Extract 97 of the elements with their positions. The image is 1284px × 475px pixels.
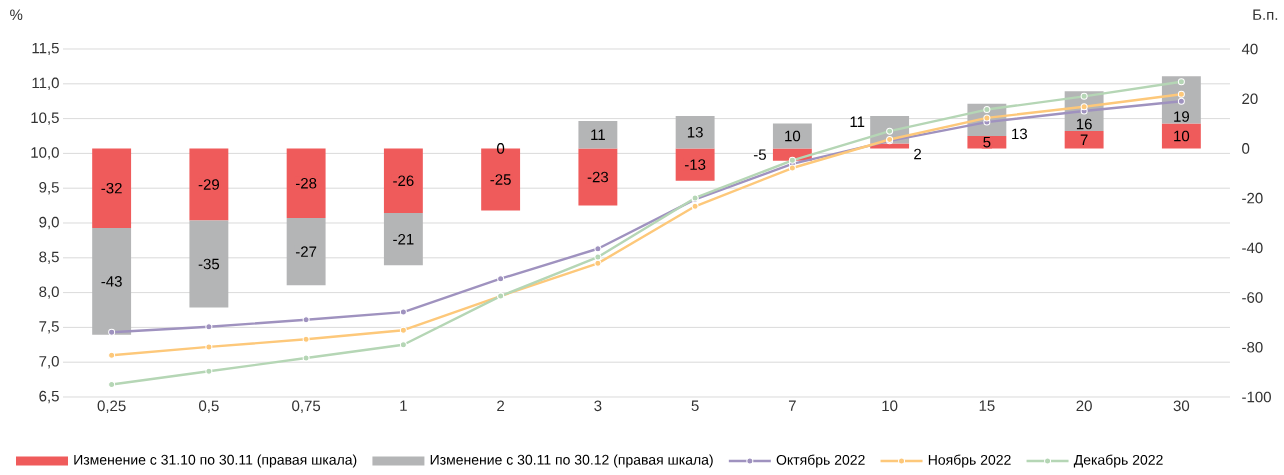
x-tick-label: 7 (788, 400, 796, 411)
data-label: -21 (393, 233, 414, 245)
data-label: 11 (591, 129, 605, 140)
y-tick-label: 9,0 (39, 216, 59, 230)
data-label: 11 (850, 116, 865, 127)
data-label: 2 (914, 148, 921, 160)
bar (383, 148, 423, 214)
x-tick-label: 0,5 (199, 400, 219, 413)
legend-label: Ноябрь 2022 (928, 454, 1011, 468)
point (983, 114, 991, 122)
bar (92, 227, 132, 335)
data-label: 5 (983, 136, 991, 148)
data-label: -29 (198, 179, 219, 190)
y2-tick-label: -20 (1242, 192, 1263, 204)
x-tick-label: 5 (691, 400, 699, 411)
y-tick-label: 6,5 (39, 390, 59, 404)
x-tick-label: 0,25 (97, 400, 126, 413)
point (594, 253, 602, 261)
data-label: 10 (785, 130, 801, 142)
y2-tick-label: -40 (1242, 242, 1263, 254)
point (108, 351, 116, 359)
data-label: -27 (295, 246, 317, 257)
y2-tick-label: -60 (1242, 292, 1263, 303)
point (788, 156, 796, 164)
point (788, 164, 796, 172)
point (983, 106, 991, 114)
bar (286, 148, 326, 219)
data-label: 13 (687, 126, 703, 138)
legend-label: Изменение с 31.10 по 30.11 (правая шкала) (74, 454, 357, 468)
y2-tick-label: -100 (1242, 391, 1271, 403)
data-label: 0 (497, 143, 505, 154)
data-label: -25 (490, 174, 511, 185)
y-tick-label: 8,5 (39, 251, 59, 264)
legend-label: Октябрь 2022 (776, 454, 865, 468)
y2-tick-label: -80 (1242, 341, 1263, 353)
legend-label: Декабрь 2022 (1073, 454, 1163, 468)
data-label: -26 (393, 175, 414, 187)
data-label: 7 (1080, 134, 1088, 145)
bar (189, 220, 229, 308)
y-tick-label: 8,0 (39, 286, 59, 299)
point (594, 259, 602, 267)
x-tick-label: 10 (882, 400, 898, 412)
x-tick-label: 20 (1076, 400, 1092, 412)
point (886, 127, 894, 135)
legend-label: Изменение с 30.11 по 30.12 (правая шкала) (430, 454, 713, 468)
point (302, 316, 310, 324)
y-tick-label: 7,5 (39, 321, 59, 334)
point (205, 343, 213, 351)
point (205, 367, 213, 375)
x-tick-label: 3 (594, 400, 602, 412)
point (302, 354, 310, 362)
data-label: -5 (753, 149, 766, 160)
point (399, 341, 407, 349)
y-axis-title: % (10, 9, 23, 21)
point (691, 202, 699, 210)
point (1177, 97, 1185, 105)
bar (383, 213, 423, 266)
y2-tick-label: 0 (1242, 143, 1250, 154)
x-tick-label: 15 (979, 400, 995, 411)
point (399, 326, 407, 334)
point (205, 323, 213, 331)
data-label: -35 (198, 258, 220, 270)
bar (578, 148, 618, 206)
data-label: -32 (101, 182, 122, 194)
bar (189, 148, 229, 221)
point (1177, 90, 1185, 98)
point (497, 275, 505, 283)
x-tick-label: 2 (497, 400, 505, 412)
x-tick-label: 1 (400, 400, 407, 411)
point (302, 335, 310, 343)
y-tick-label: 10,5 (31, 112, 59, 125)
data-label: 16 (1076, 118, 1092, 130)
data-label: -43 (101, 276, 122, 287)
data-label: 10 (1174, 130, 1190, 142)
data-label: 19 (1174, 111, 1189, 122)
y-tick-label: 11,0 (32, 77, 59, 90)
bar (92, 148, 132, 228)
y-tick-label: 7,0 (39, 356, 59, 369)
point (399, 308, 407, 316)
y2-tick-label: 20 (1242, 93, 1258, 105)
data-label: -13 (684, 159, 706, 170)
point (1080, 103, 1088, 111)
data-label: 13 (1012, 128, 1028, 140)
data-label: -23 (587, 171, 609, 183)
y2-axis-title: Б.п. (1253, 9, 1278, 20)
x-tick-label: 0,75 (292, 400, 321, 413)
bar (286, 218, 326, 286)
point (1177, 78, 1185, 86)
y-tick-label: 11,5 (32, 42, 59, 56)
y-tick-label: 10,0 (31, 147, 59, 160)
y2-tick-label: 40 (1241, 43, 1258, 55)
data-label: -28 (295, 177, 317, 189)
point (108, 328, 116, 336)
point (594, 245, 602, 253)
y-tick-label: 9,5 (39, 182, 59, 195)
x-tick-label: 30 (1173, 400, 1190, 412)
point (1080, 92, 1088, 100)
